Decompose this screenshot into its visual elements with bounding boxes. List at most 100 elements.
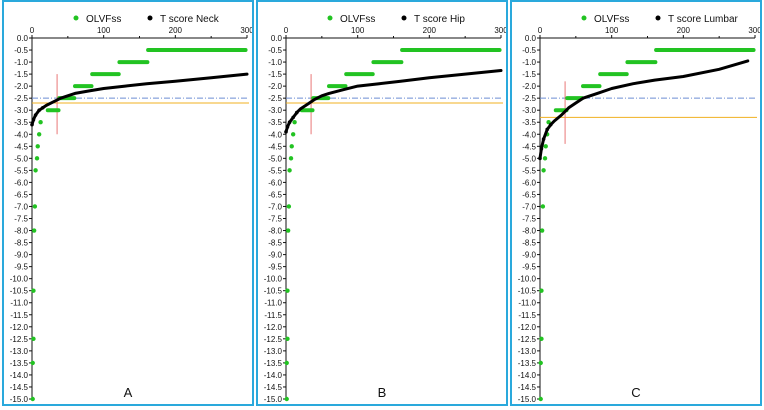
legend-marker-1	[73, 15, 79, 21]
x-tick-label: 200	[169, 26, 183, 35]
y-tick-label: -2.0	[268, 82, 282, 91]
legend-label-1: OLVFss	[340, 14, 375, 25]
y-tick-label: -11.5	[518, 311, 536, 320]
y-tick-label: -8.0	[14, 227, 28, 236]
y-tick-label: -12.5	[264, 335, 283, 344]
y-tick-label: -15.0	[10, 395, 29, 404]
y-tick-label: -2.0	[522, 82, 536, 91]
y-tick-label: -10.5	[264, 287, 283, 296]
olvfss-point	[30, 396, 35, 402]
y-tick-label: -0.5	[522, 46, 536, 55]
olvfss-point	[539, 336, 544, 342]
olvfss-point	[540, 204, 546, 209]
y-tick-label: -0.5	[14, 46, 28, 55]
x-tick-label: 100	[97, 26, 111, 35]
chart-c-svg: OLVFss T score Lumbar 0 100 200 300 0.0 -0.5 -1.…	[518, 14, 760, 404]
olvfss-point	[288, 156, 294, 161]
x-tick-label: 0	[284, 26, 289, 35]
chart-b-svg: OLVFss T score Hip 0 100 200 300 0.0 -0.5 -1.0 -1…	[264, 14, 506, 404]
y-tick-label: -12.5	[10, 335, 29, 344]
olvfss-point	[285, 228, 291, 233]
y-tick-label: -9.5	[14, 263, 28, 272]
olvfss-point	[285, 336, 290, 342]
chart-panel-a: OLVFss T score Neck 0 100 200 300 0.0 -0.5 -1.0 -…	[2, 0, 254, 406]
tscore-curve	[538, 59, 750, 160]
olvfss-point	[287, 168, 292, 173]
y-tick-label: -10.0	[518, 275, 537, 284]
y-tick-label: -9.0	[14, 251, 28, 260]
y-tick-label: -6.5	[268, 190, 282, 199]
y-tick-label: -7.0	[14, 202, 28, 211]
y-tick-label: -2.5	[522, 94, 536, 103]
legend-label-2: T score Neck	[160, 14, 220, 25]
y-tick-label: -1.5	[268, 70, 282, 79]
olvfss-point	[543, 144, 548, 149]
olvfss-point	[38, 120, 43, 125]
y-tick-label: -8.5	[14, 239, 28, 248]
tscore-curve	[30, 72, 249, 127]
x-tick-label: 0	[30, 26, 35, 35]
y-tick-label: -13.0	[10, 347, 29, 356]
x-tick-label: 300	[494, 26, 506, 35]
y-tick-label: -12.0	[10, 323, 29, 332]
tscore-point	[539, 146, 544, 151]
y-tick-label: 0.0	[271, 34, 283, 43]
olvfss-point	[284, 396, 289, 402]
legend-marker-2	[147, 15, 153, 21]
olvfss-point	[35, 144, 40, 149]
y-tick-label: -6.5	[522, 190, 536, 199]
olvfss-point	[541, 168, 546, 173]
tscore-point	[31, 118, 36, 122]
tscore-point	[545, 127, 549, 132]
olvfss-point	[542, 156, 548, 161]
y-tick-label: -7.5	[522, 215, 536, 224]
tscore-point	[294, 110, 299, 115]
olvfss-point	[31, 336, 36, 342]
y-tick-label: -5.5	[14, 166, 28, 175]
olvfss-point	[36, 132, 42, 137]
olvfss-point	[539, 288, 544, 293]
tscore-point	[548, 122, 553, 127]
olvfss-point	[538, 396, 543, 402]
tscore-point	[287, 120, 292, 125]
y-tick-label: -10.5	[10, 287, 29, 296]
tscore-curve	[284, 69, 503, 134]
panel-label-a: A	[123, 385, 133, 400]
y-tick-label: -8.0	[268, 227, 282, 236]
y-tick-label: -6.0	[14, 178, 28, 187]
tscore-point	[30, 122, 34, 127]
legend-label-2: T score Hip	[414, 14, 465, 25]
x-tick-label: 100	[351, 26, 365, 35]
y-tick-label: -9.5	[268, 263, 282, 272]
x-tick-label: 200	[423, 26, 437, 35]
x-tick-label: 300	[240, 26, 252, 35]
y-tick-label: -9.5	[522, 263, 536, 272]
legend-label-1: OLVFss	[86, 14, 121, 25]
olvfss-point	[32, 204, 38, 209]
y-tick-label: -11.0	[10, 299, 28, 308]
y-tick-label: -12.0	[518, 323, 537, 332]
x-tick-label: 200	[677, 26, 691, 35]
y-tick-label: -1.5	[14, 70, 28, 79]
y-tick-label: 0.0	[525, 34, 537, 43]
y-tick-label: -11.5	[264, 311, 282, 320]
chart-a-svg: OLVFss T score Neck 0 100 200 300 0.0 -0.5 -1.0 -…	[10, 14, 252, 404]
y-tick-label: -14.0	[10, 371, 29, 380]
y-tick-label: -8.5	[268, 239, 282, 248]
y-tick-label: -3.0	[268, 106, 282, 115]
chart-panel-b: OLVFss T score Hip 0 100 200 300 0.0 -0.5 -1.0 -1…	[256, 0, 508, 406]
olvfss-point	[538, 360, 543, 366]
y-tick-label: -1.0	[522, 58, 536, 67]
legend-label-2: T score Lumbar	[668, 14, 739, 25]
y-tick-label: -15.0	[518, 395, 537, 404]
y-tick-label: -6.0	[522, 178, 536, 187]
y-tick-label: -4.5	[522, 142, 536, 151]
olvfss-point	[285, 288, 290, 293]
tscore-point	[40, 105, 45, 110]
tscore-point	[285, 125, 290, 129]
olvfss-point	[286, 204, 292, 209]
tscore-point	[541, 137, 546, 141]
olvfss-point	[31, 288, 36, 293]
olvfss-point	[284, 360, 289, 366]
